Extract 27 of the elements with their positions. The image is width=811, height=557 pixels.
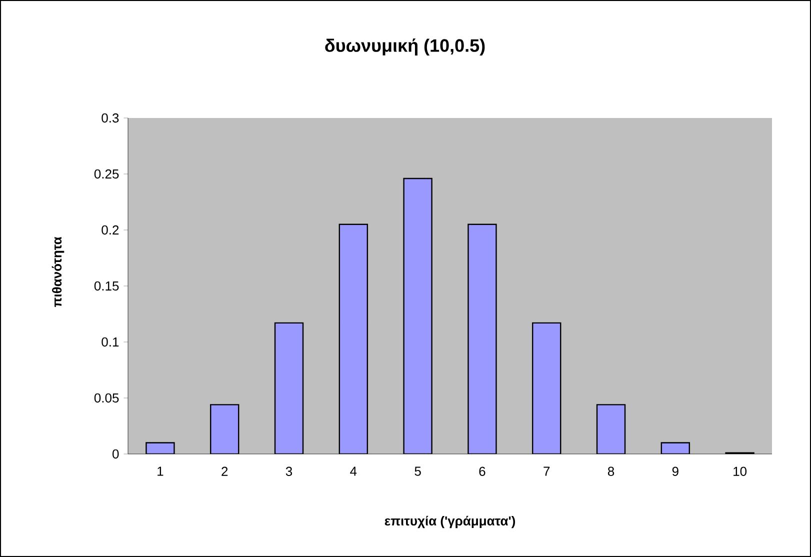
y-axis-title: πιθανότητα	[52, 236, 64, 308]
x-tick-label: 7	[544, 466, 550, 476]
bar	[532, 322, 562, 454]
x-tick-label: 10	[734, 466, 747, 476]
x-tick-label: 3	[286, 466, 292, 476]
x-tick-label: 8	[608, 466, 614, 476]
x-tick-label: 9	[672, 466, 678, 476]
y-tick-label: 0.25	[94, 169, 119, 179]
x-tick-label: 6	[479, 466, 486, 476]
bar	[596, 404, 626, 454]
x-tick-label: 4	[350, 466, 357, 476]
y-tick-label: 0.3	[102, 113, 119, 123]
bar	[338, 224, 368, 454]
y-tick-label: 0	[112, 449, 119, 459]
x-tick-label: 1	[158, 466, 164, 476]
bar	[403, 178, 432, 454]
y-tick-label: 0.2	[102, 225, 119, 235]
y-tick-label: 0.15	[94, 281, 119, 291]
bar	[210, 404, 240, 454]
bar	[468, 224, 497, 454]
bar	[274, 322, 304, 454]
x-tick-label: 2	[222, 466, 228, 476]
chart-title: δυωνυμική (10,0.5)	[325, 38, 485, 56]
x-tick-label: 5	[414, 466, 421, 476]
y-tick-label: 0.05	[94, 393, 119, 403]
x-axis-title: επιτυχία ('γράμματα')	[384, 516, 516, 528]
y-tick-label: 0.1	[102, 337, 119, 347]
